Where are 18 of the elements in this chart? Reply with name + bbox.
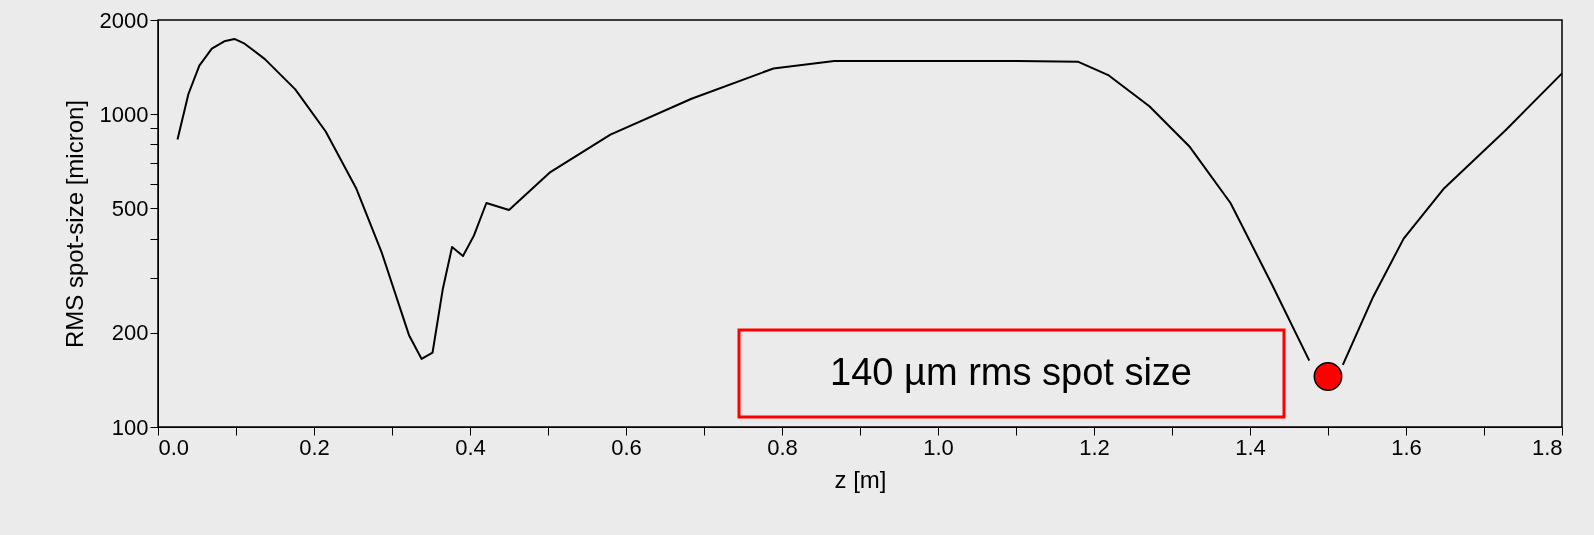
annotation: 140 µm rms spot size bbox=[830, 351, 1192, 393]
x-tick-label: 1.4 bbox=[1235, 434, 1266, 460]
x-tick-label: 0.8 bbox=[767, 434, 798, 460]
x-tick-label: 0.2 bbox=[299, 434, 330, 460]
x-tick-label: 1.6 bbox=[1391, 434, 1422, 460]
y-axis-title: RMS spot-size [micron] bbox=[60, 99, 88, 349]
y-tick-label: 100 bbox=[111, 414, 149, 440]
x-tick-label: 0.4 bbox=[455, 434, 486, 460]
x-tick-label: 1.2 bbox=[1079, 434, 1110, 460]
x-tick-label: 1.0 bbox=[923, 434, 954, 460]
x-tick-label: 1.8 bbox=[1531, 434, 1563, 460]
y-tick-label: 2000 bbox=[99, 7, 149, 33]
y-tick-label: 200 bbox=[111, 320, 149, 346]
x-axis-title: z [m] bbox=[834, 465, 887, 493]
x-tick-label: 0.6 bbox=[611, 434, 642, 460]
y-tick-label: 1000 bbox=[99, 101, 149, 127]
x-tick-label: 0.0 bbox=[158, 434, 190, 460]
y-tick-label: 500 bbox=[111, 195, 149, 221]
